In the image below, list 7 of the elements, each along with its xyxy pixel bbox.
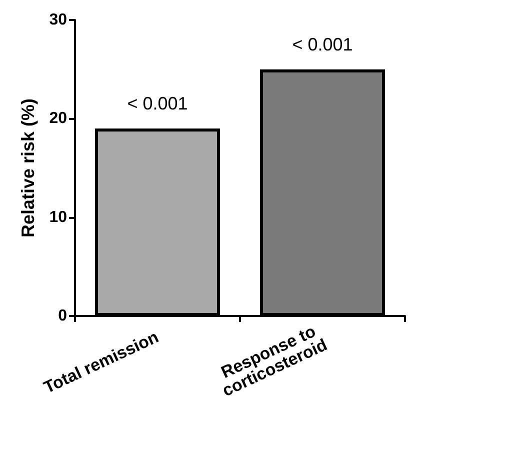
- annotation: < 0.001: [292, 34, 353, 54]
- y-tick-label: 30: [49, 12, 68, 28]
- y-tick-label: 20: [49, 110, 68, 128]
- y-tick-label: 0: [58, 308, 68, 324]
- annotation: < 0.001: [127, 94, 188, 114]
- y-tick-label: 10: [49, 208, 68, 226]
- y-axis-title: Relative risk (%): [18, 98, 38, 238]
